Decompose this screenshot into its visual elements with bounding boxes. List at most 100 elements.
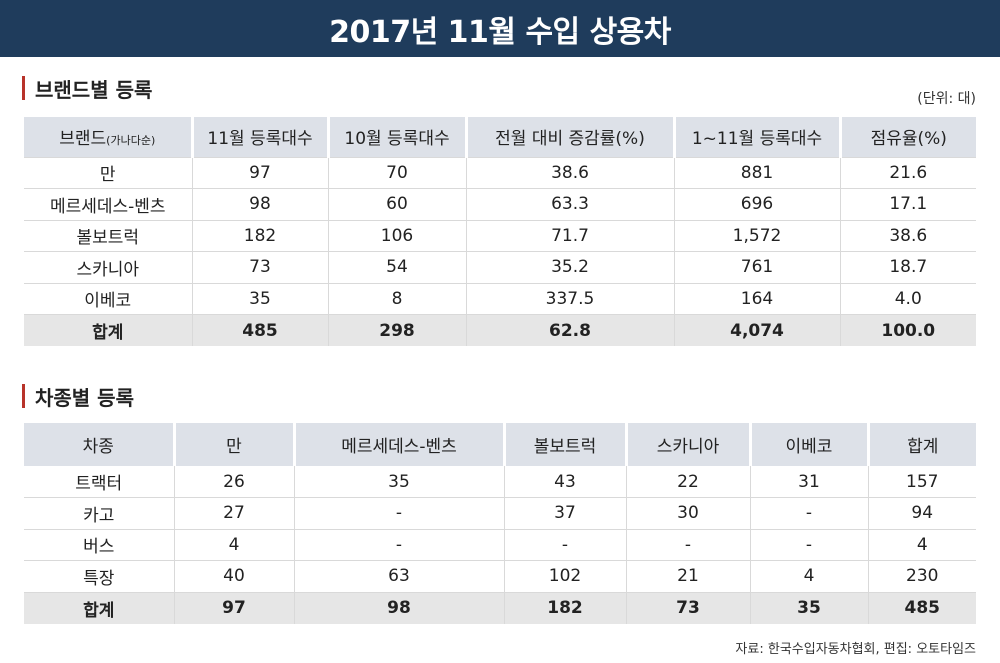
header-col-5: 이베코 — [748, 423, 868, 466]
total-oct: 298 — [327, 314, 466, 346]
unit-label: (단위: 대) — [917, 91, 976, 107]
cell: 카고 — [24, 497, 174, 529]
cell-change: 38.6 — [465, 156, 674, 189]
total-ytd: 4,074 — [673, 314, 840, 346]
cell-change: 63.3 — [465, 188, 674, 220]
section-heading-text: 차종별 등록 — [35, 385, 134, 410]
cell: 30 — [625, 497, 750, 529]
table-row: 볼보트럭 182 106 71.7 1,572 38.6 — [24, 219, 976, 252]
cell: 특장 — [24, 560, 174, 592]
cell: 27 — [173, 497, 294, 529]
cell: - — [293, 528, 504, 561]
cell-share: 4.0 — [839, 282, 976, 315]
table-row: 이베코 35 8 337.5 164 4.0 — [24, 282, 976, 315]
cell: 21 — [625, 560, 750, 592]
cell: 230 — [867, 560, 976, 592]
cell-share: 18.7 — [839, 251, 976, 283]
heading-accent-bar — [22, 384, 25, 408]
header-change: 전월 대비 증감률(%) — [464, 117, 674, 157]
cell: 4 — [749, 560, 868, 592]
brand-registration-table: 브랜드(가나다순) 11월 등록대수 10월 등록대수 전월 대비 증감률(%)… — [24, 117, 976, 346]
header-col-0: 차종 — [24, 423, 174, 466]
table-row: 카고 27-37 30-94 — [24, 497, 976, 529]
header-col-3: 볼보트럭 — [502, 423, 626, 466]
header-ytd: 1~11월 등록대수 — [672, 117, 840, 157]
cell-share: 21.6 — [839, 156, 976, 189]
cell-oct: 106 — [327, 219, 466, 252]
source-note: 자료: 한국수입자동차협회, 편집: 오토타임즈 — [735, 642, 976, 657]
cell-nov: 73 — [191, 251, 328, 283]
cell-oct: 54 — [327, 251, 466, 283]
cell: 157 — [867, 466, 976, 498]
section-heading-text: 브랜드별 등록 — [35, 77, 153, 102]
header-brand: 브랜드(가나다순) — [24, 117, 192, 157]
cell-brand: 볼보트럭 — [24, 219, 192, 252]
cell: - — [749, 528, 868, 561]
table-row: 스카니아 73 54 35.2 761 18.7 — [24, 251, 976, 283]
header-col-2: 메르세데스-벤츠 — [292, 423, 504, 466]
total-share: 100.0 — [839, 314, 976, 346]
cell-brand: 메르세데스-벤츠 — [24, 188, 192, 220]
cell-ytd: 1,572 — [673, 219, 840, 252]
cell-brand: 이베코 — [24, 282, 192, 315]
cell-ytd: 761 — [673, 251, 840, 283]
cell: 4 — [173, 528, 294, 561]
cell-share: 17.1 — [839, 188, 976, 220]
total-cell: 35 — [749, 591, 868, 624]
cell: 37 — [503, 497, 626, 529]
cell: 22 — [625, 466, 750, 498]
header-brand-label: 브랜드 — [59, 129, 107, 150]
cell: 4 — [867, 528, 976, 561]
total-cell: 합계 — [24, 591, 174, 624]
cell: - — [293, 497, 504, 529]
cell-oct: 8 — [327, 282, 466, 315]
total-cell: 182 — [503, 591, 626, 624]
header-col-1: 만 — [172, 423, 294, 466]
cell: 31 — [749, 466, 868, 498]
cell-share: 38.6 — [839, 219, 976, 252]
header-share: 점유율(%) — [838, 117, 976, 157]
cell-change: 35.2 — [465, 251, 674, 283]
cell: 35 — [293, 466, 504, 498]
total-brand: 합계 — [24, 314, 192, 346]
table-row: 특장 40 63 102 21 4 230 — [24, 560, 976, 592]
cell-change: 337.5 — [465, 282, 674, 315]
table-header-row: 브랜드(가나다순) 11월 등록대수 10월 등록대수 전월 대비 증감률(%)… — [24, 117, 976, 157]
cell-nov: 182 — [191, 219, 328, 252]
cell: - — [503, 528, 626, 561]
cell-oct: 70 — [327, 156, 466, 189]
cell-brand: 만 — [24, 156, 192, 189]
cell-oct: 60 — [327, 188, 466, 220]
section-heading-type: 차종별 등록 — [22, 382, 134, 410]
cell-nov: 97 — [191, 156, 328, 189]
cell: 40 — [173, 560, 294, 592]
cell-nov: 35 — [191, 282, 328, 315]
header-brand-sub: (가나다순) — [106, 134, 156, 148]
cell: - — [625, 528, 750, 561]
table-header-row: 차종 만 메르세데스-벤츠 볼보트럭 스카니아 이베코 합계 — [24, 423, 976, 466]
total-row: 합계 97 98 182 73 35 485 — [24, 591, 976, 624]
heading-accent-bar — [22, 76, 25, 100]
header-col-6: 합계 — [866, 423, 976, 466]
title-banner: 2017년 11월 수입 상용차 — [0, 0, 1000, 57]
cell: 버스 — [24, 528, 174, 561]
cell: 102 — [503, 560, 626, 592]
section-heading-brand: 브랜드별 등록 — [22, 74, 152, 102]
cell: 94 — [867, 497, 976, 529]
total-cell: 97 — [173, 591, 294, 624]
total-change: 62.8 — [465, 314, 674, 346]
cell: 43 — [503, 466, 626, 498]
cell: 트랙터 — [75, 474, 123, 494]
table-row: 메르세데스-벤츠 98 60 63.3 696 17.1 — [24, 188, 976, 220]
total-cell: 73 — [625, 591, 750, 624]
header-col-4: 스카니아 — [624, 423, 750, 466]
cell-ytd: 164 — [673, 282, 840, 315]
header-nov: 11월 등록대수 — [190, 117, 328, 157]
cell: 26 — [173, 466, 294, 498]
cell: - — [749, 497, 868, 529]
cell-ytd: 881 — [673, 156, 840, 189]
cell-ytd: 696 — [673, 188, 840, 220]
page-title: 2017년 11월 수입 상용차 — [329, 14, 671, 50]
total-row: 합계 485 298 62.8 4,074 100.0 — [24, 314, 976, 346]
table-row: 버스 4- - - -4 — [24, 528, 976, 561]
